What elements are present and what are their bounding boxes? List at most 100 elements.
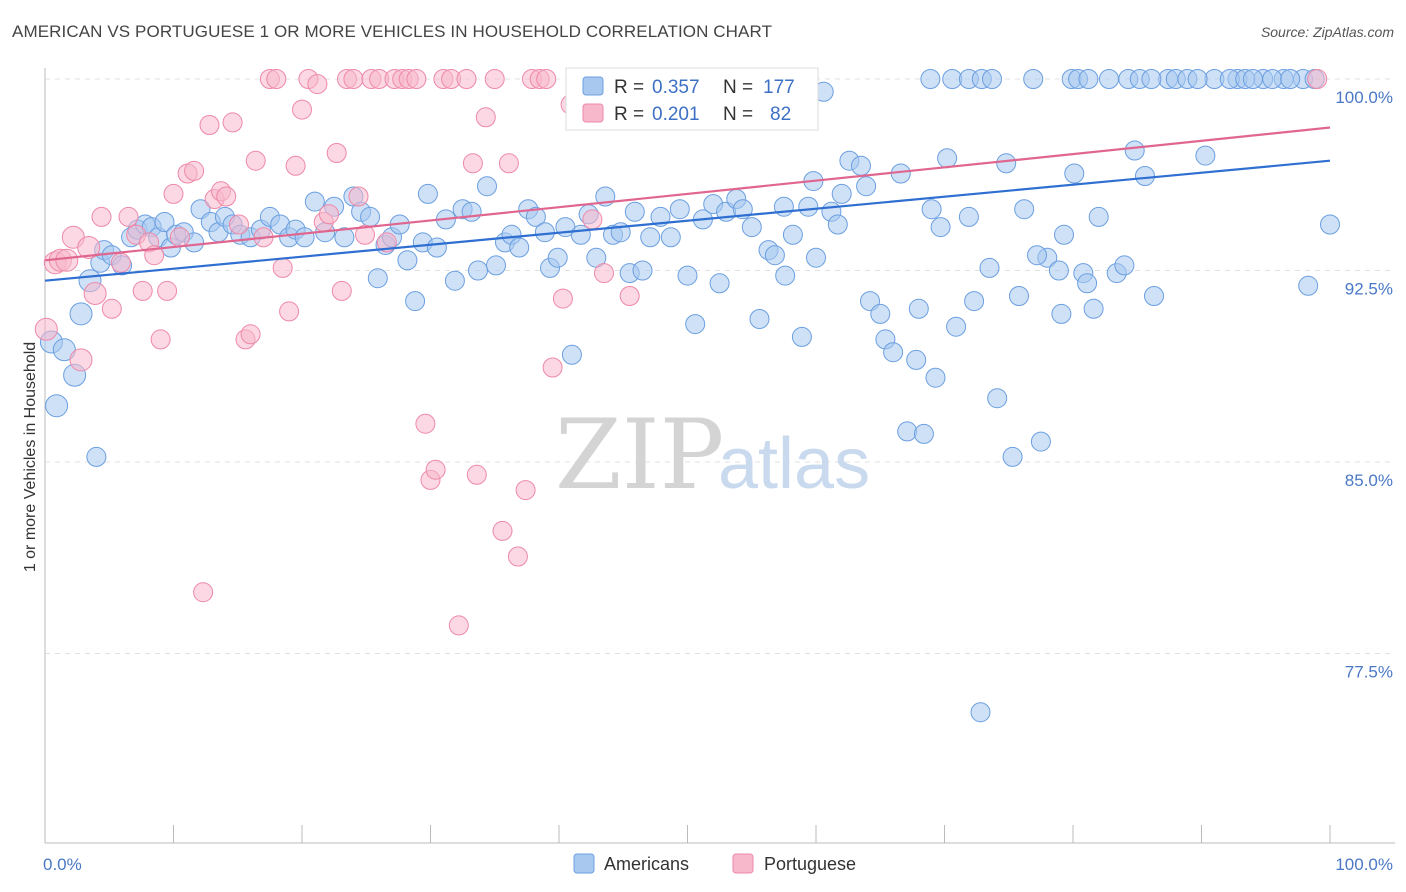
portuguese-point	[355, 224, 375, 245]
legend-portuguese-r-label: R =	[614, 104, 644, 125]
portuguese-point	[331, 280, 352, 301]
americans-point	[360, 206, 381, 227]
axes	[44, 68, 1395, 844]
portuguese-point	[307, 74, 328, 95]
legend-portuguese-r-value: 0.201	[652, 104, 700, 125]
portuguese-point	[55, 248, 79, 272]
bottom-legend: Americans Portuguese	[573, 853, 856, 874]
americans-point	[921, 199, 942, 220]
americans-point	[1009, 286, 1029, 306]
americans-point	[913, 423, 934, 444]
americans-point	[1298, 275, 1319, 296]
portuguese-point	[1307, 69, 1328, 89]
portuguese-point	[279, 301, 300, 322]
americans-point	[791, 326, 812, 347]
americans-point	[632, 260, 653, 281]
americans-point	[732, 199, 753, 220]
portuguese-point	[199, 115, 220, 135]
americans-point	[154, 212, 175, 232]
americans-point	[685, 314, 706, 335]
americans-point	[946, 316, 967, 337]
portuguese-point	[222, 112, 243, 133]
americans-point	[486, 255, 506, 276]
portuguese-point	[536, 69, 557, 89]
watermark: ZIP atlas	[555, 399, 870, 511]
americans-point	[964, 291, 985, 312]
legend-americans-r-value: 0.357	[652, 77, 700, 98]
legend: R = 0.357 N = 177 R = 0.201 N = 82	[565, 67, 819, 131]
watermark-atlas: atlas	[718, 424, 870, 504]
americans-point	[640, 227, 661, 248]
americans-point	[405, 291, 426, 312]
americans-point	[970, 702, 991, 723]
portuguese-point	[348, 186, 369, 207]
portuguese-point	[498, 153, 519, 174]
portuguese-point	[240, 324, 261, 345]
americans-point	[294, 227, 315, 248]
americans-point	[1135, 166, 1155, 186]
americans-point	[1048, 260, 1069, 281]
americans-point	[1078, 69, 1099, 89]
watermark-zip: ZIP	[555, 399, 724, 511]
americans-point	[650, 206, 671, 227]
portuguese-point	[184, 160, 205, 181]
americans-point	[798, 196, 819, 217]
americans-point	[1027, 245, 1047, 266]
portuguese-point	[245, 150, 266, 171]
americans-point	[334, 227, 355, 248]
portuguese-point	[319, 204, 339, 225]
portuguese-point	[292, 99, 312, 120]
portuguese-point	[507, 546, 528, 567]
legend-portuguese-n-label: N =	[723, 104, 753, 125]
americans-point	[45, 394, 69, 418]
bottom-legend-portuguese-swatch	[732, 853, 754, 874]
portuguese-point	[492, 520, 513, 541]
americans-point	[920, 69, 941, 89]
americans-point	[958, 206, 979, 227]
portuguese-point	[69, 348, 93, 372]
americans-point	[996, 153, 1017, 174]
americans-point	[624, 201, 645, 222]
americans-point	[426, 237, 447, 258]
portuguese-point	[594, 263, 614, 284]
americans-point	[979, 257, 1000, 278]
americans-point	[367, 268, 388, 289]
legend-americans-r-label: R =	[614, 77, 644, 98]
americans-point	[1262, 69, 1283, 89]
americans-point	[709, 273, 730, 294]
portuguese-point	[425, 459, 446, 480]
americans-point	[942, 69, 963, 89]
legend-americans-n-value: 177	[763, 77, 795, 98]
americans-point	[525, 206, 546, 227]
portuguese-point	[193, 582, 214, 603]
americans-point	[1187, 69, 1208, 89]
portuguese-point	[515, 480, 536, 501]
americans-point	[477, 176, 497, 197]
americans-point	[930, 217, 951, 238]
americans-point	[937, 148, 958, 169]
americans-point	[1114, 255, 1135, 276]
portuguese-point	[163, 183, 184, 204]
y-tick-label: 77.5%	[1345, 663, 1393, 682]
americans-point	[856, 176, 877, 197]
americans-point	[1023, 69, 1044, 89]
americans-point	[1088, 206, 1109, 227]
americans-point	[444, 270, 465, 291]
portuguese-point	[132, 280, 153, 301]
portuguese-point	[118, 206, 139, 227]
series-portuguese	[34, 69, 1328, 636]
americans-point	[925, 367, 946, 388]
legend-portuguese-swatch	[582, 103, 604, 123]
bottom-legend-americans-swatch	[573, 853, 595, 874]
bottom-legend-americans-label: Americans	[604, 854, 689, 874]
portuguese-point	[272, 257, 293, 278]
americans-point	[1083, 298, 1104, 319]
portuguese-trendline	[44, 126, 1331, 262]
legend-americans-n-label: N =	[723, 77, 753, 98]
americans-point	[461, 201, 482, 222]
portuguese-point	[77, 236, 101, 259]
americans-point	[677, 265, 698, 286]
americans-point	[561, 344, 582, 365]
legend-frame	[565, 67, 819, 131]
